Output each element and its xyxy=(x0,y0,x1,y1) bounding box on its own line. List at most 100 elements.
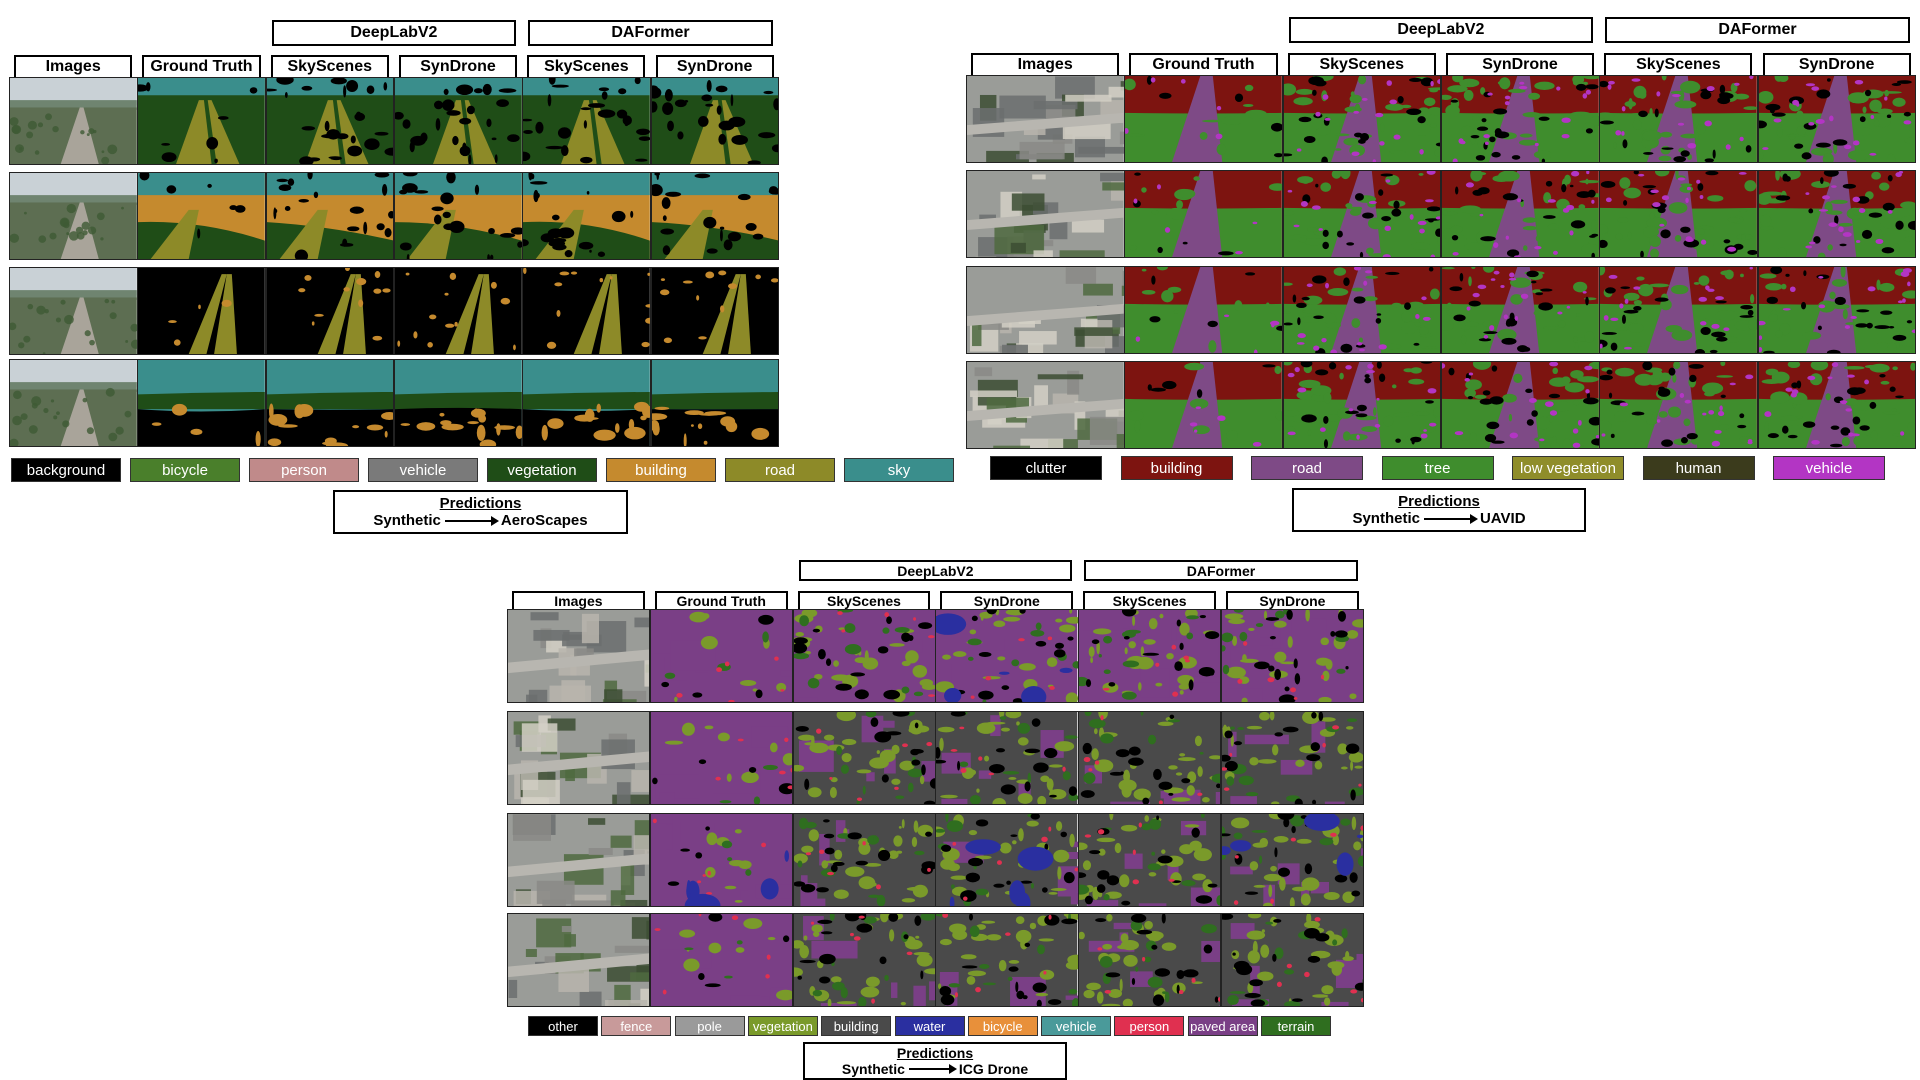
legend-building: building xyxy=(1120,456,1233,480)
column-header-syndrone: SynDrone xyxy=(940,591,1074,611)
column-header-skyscenes: SkyScenes xyxy=(1083,591,1216,611)
input-image xyxy=(9,77,138,165)
prediction-mask xyxy=(1440,266,1600,354)
legend-paved-area: paved area xyxy=(1187,1016,1258,1036)
legend-vehicle: vehicle xyxy=(1041,1016,1112,1036)
legend-other: other xyxy=(528,1016,598,1036)
predictions-title: Predictions xyxy=(896,1044,974,1061)
ground-truth-mask xyxy=(1124,75,1284,163)
column-header-ground-truth: Ground Truth xyxy=(142,55,261,79)
column-header-skyscenes: SkyScenes xyxy=(797,591,931,611)
prediction-mask xyxy=(522,267,651,355)
prediction-mask xyxy=(1599,361,1758,449)
prediction-mask xyxy=(1757,266,1917,354)
column-header-skyscenes: SkyScenes xyxy=(1604,53,1753,77)
prediction-mask xyxy=(1221,913,1365,1007)
model-header-deeplabv2: DeepLabV2 xyxy=(1288,17,1594,43)
predictions-direction: Synthetic UAVID xyxy=(1352,510,1525,527)
predictions-caption-uavid: Predictions Synthetic UAVID xyxy=(1292,488,1586,532)
legend-terrain: terrain xyxy=(1261,1016,1331,1036)
arrow-right-icon xyxy=(908,1064,957,1075)
input-image xyxy=(507,711,651,805)
input-image xyxy=(966,75,1125,163)
legend-low-vegetation: low vegetation xyxy=(1512,456,1624,480)
legend-vegetation: vegetation xyxy=(747,1016,818,1036)
predictions-direction: Synthetic ICG Drone xyxy=(842,1061,1028,1077)
arrow-right-icon xyxy=(444,515,499,526)
prediction-mask xyxy=(1757,75,1917,163)
input-image xyxy=(9,359,138,447)
prediction-mask xyxy=(522,77,651,165)
prediction-mask xyxy=(393,77,523,165)
prediction-mask xyxy=(522,172,651,260)
legend-vehicle: vehicle xyxy=(368,458,478,482)
legend-road: road xyxy=(725,458,835,482)
column-header-syndrone: SynDrone xyxy=(655,55,774,79)
input-image xyxy=(507,913,651,1007)
legend-person: person xyxy=(249,458,359,482)
model-header-deeplabv2: DeepLabV2 xyxy=(798,560,1073,581)
arrow-right-icon xyxy=(1423,513,1478,524)
column-header-skyscenes: SkyScenes xyxy=(270,55,389,79)
prediction-mask xyxy=(1282,75,1442,163)
prediction-mask xyxy=(1282,266,1442,354)
model-header-deeplabv2: DeepLabV2 xyxy=(271,20,517,46)
legend-water: water xyxy=(894,1016,965,1036)
legend-bicycle: bicycle xyxy=(967,1016,1038,1036)
prediction-mask xyxy=(265,359,395,447)
source-domain: Synthetic xyxy=(373,512,441,529)
legend-pole: pole xyxy=(674,1016,745,1036)
predictions-title: Predictions xyxy=(1398,492,1480,510)
ground-truth-mask xyxy=(137,172,267,260)
ground-truth-mask xyxy=(649,711,794,805)
input-image xyxy=(507,813,651,907)
prediction-mask xyxy=(393,359,523,447)
legend-building: building xyxy=(821,1016,892,1036)
column-header-syndrone: SynDrone xyxy=(1445,53,1595,77)
prediction-mask xyxy=(1599,75,1758,163)
legend-sky: sky xyxy=(844,458,954,482)
ground-truth-mask xyxy=(1124,170,1284,258)
ground-truth-mask xyxy=(1124,361,1284,449)
legend-fence: fence xyxy=(601,1016,672,1036)
prediction-mask xyxy=(1078,711,1222,805)
column-header-skyscenes: SkyScenes xyxy=(527,55,646,79)
prediction-mask xyxy=(1440,170,1600,258)
input-image xyxy=(966,266,1125,354)
legend-bicycle: bicycle xyxy=(130,458,240,482)
model-header-daformer: DAFormer xyxy=(1084,560,1358,581)
ground-truth-mask xyxy=(137,359,267,447)
legend-building: building xyxy=(606,458,716,482)
prediction-mask xyxy=(1078,913,1222,1007)
column-header-syndrone: SynDrone xyxy=(1226,591,1359,611)
prediction-mask xyxy=(265,172,395,260)
legend-human: human xyxy=(1642,456,1755,480)
column-header-images: Images xyxy=(971,53,1120,77)
prediction-mask xyxy=(935,711,1079,805)
column-header-syndrone: SynDrone xyxy=(398,55,518,79)
legend-person: person xyxy=(1114,1016,1185,1036)
prediction-mask xyxy=(650,359,780,447)
column-header-skyscenes: SkyScenes xyxy=(1287,53,1436,77)
ground-truth-mask xyxy=(137,77,267,165)
column-header-ground-truth: Ground Truth xyxy=(1129,53,1278,77)
prediction-mask xyxy=(1078,813,1222,907)
input-image xyxy=(9,267,138,355)
predictions-caption-icgdrone: Predictions Synthetic ICG Drone xyxy=(803,1042,1067,1080)
target-domain: AeroScapes xyxy=(500,512,588,529)
ground-truth-mask xyxy=(649,609,794,703)
source-domain: Synthetic xyxy=(841,1061,905,1077)
input-image xyxy=(507,609,651,703)
prediction-mask xyxy=(1078,609,1222,703)
prediction-mask xyxy=(792,609,936,703)
prediction-mask xyxy=(1221,609,1365,703)
prediction-mask xyxy=(522,359,651,447)
prediction-mask xyxy=(1757,170,1917,258)
column-header-ground-truth: Ground Truth xyxy=(654,591,788,611)
input-image xyxy=(9,172,138,260)
prediction-mask xyxy=(935,913,1079,1007)
prediction-mask xyxy=(935,813,1079,907)
prediction-mask xyxy=(1599,266,1758,354)
input-image xyxy=(966,170,1125,258)
prediction-mask xyxy=(792,711,936,805)
